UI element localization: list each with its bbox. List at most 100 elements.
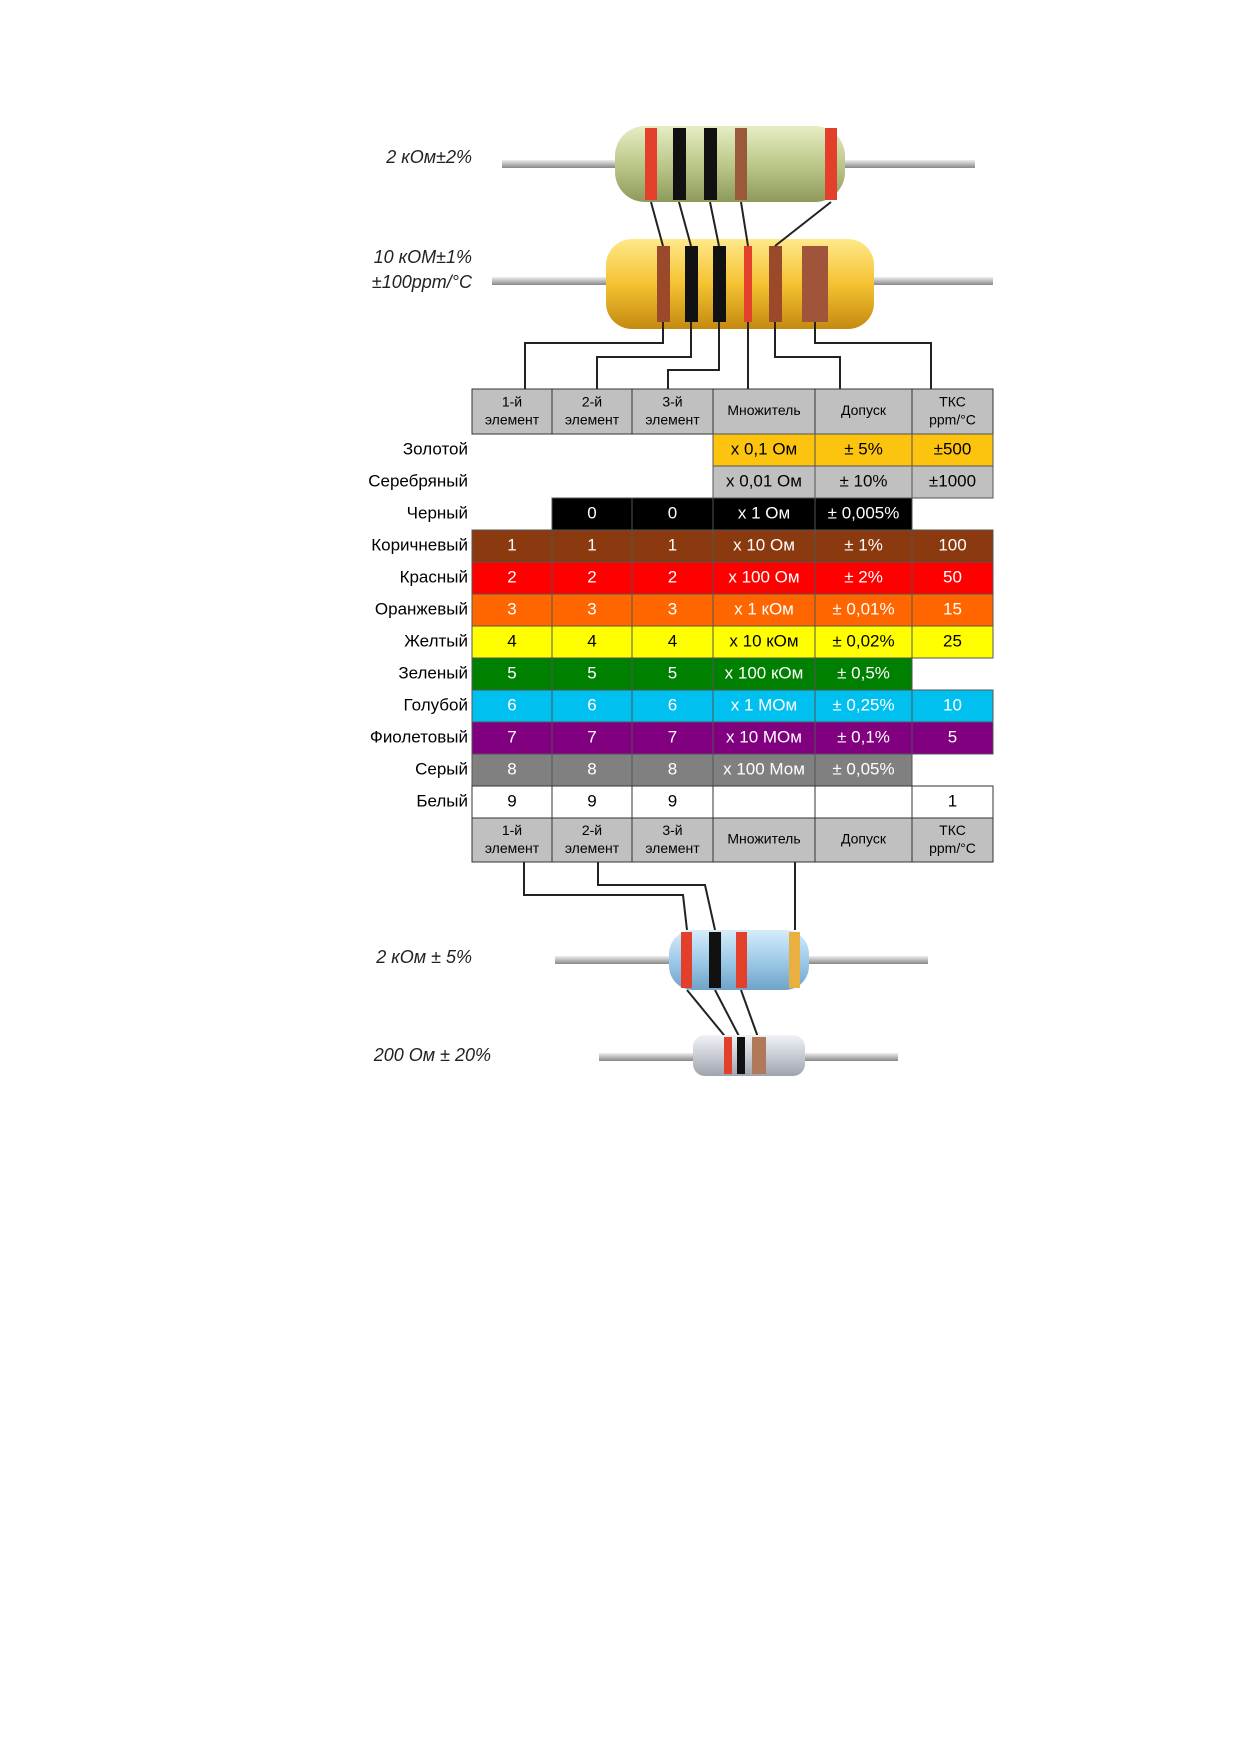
color-cell [911, 625, 994, 659]
header-text: Множитель [727, 402, 800, 418]
cell-text: 0 [587, 503, 596, 522]
cell-text: 3 [668, 599, 677, 618]
color-cell [814, 753, 913, 787]
color-cell [814, 465, 913, 499]
cell-text: 100 [938, 535, 966, 554]
cell-text: 5 [668, 663, 677, 682]
color-cell [814, 785, 913, 819]
header-text: 1-й элемент [485, 822, 540, 856]
color-cell [631, 721, 714, 755]
row-label: Оранжевый [375, 599, 468, 618]
header-text: 2-й элемент [565, 822, 620, 856]
color-cell [471, 785, 553, 819]
header-text: 3-й элемент [645, 822, 700, 856]
cell-text: 10 [943, 695, 962, 714]
color-cell [631, 785, 714, 819]
color-cell [712, 689, 816, 723]
color-cell [814, 561, 913, 595]
cell-text: ± 0,25% [832, 695, 894, 714]
header-text: Допуск [841, 402, 887, 418]
header-text: 1-й элемент [485, 393, 540, 427]
cell-text: ± 2% [844, 567, 883, 586]
cell-text: 15 [943, 599, 962, 618]
cell-text: 50 [943, 567, 962, 586]
header-cell [911, 388, 994, 435]
resistor-1 [502, 126, 975, 202]
connectors [523, 201, 932, 1041]
cell-text: x 10 МОм [726, 727, 802, 746]
color-cell [814, 689, 913, 723]
cell-text: 1 [587, 535, 596, 554]
header-text: Множитель [727, 831, 800, 847]
header-cell [814, 817, 913, 863]
header-text: Допуск [841, 831, 887, 847]
color-cell [712, 497, 816, 531]
color-cell [712, 721, 816, 755]
color-cell [471, 721, 553, 755]
cell-text: 5 [507, 663, 516, 682]
cell-text: 5 [587, 663, 596, 682]
cell-text: 4 [507, 631, 516, 650]
color-cell [814, 657, 913, 691]
cell-text: x 1 кОм [734, 599, 794, 618]
color-cell [712, 561, 816, 595]
color-table: 1-й элемент 2-й элемент 3-й элемент Множитель Д… [368, 388, 994, 863]
cell-text: 1 [507, 535, 516, 554]
header-cell [471, 388, 553, 435]
row-label: Золотой [403, 439, 468, 458]
color-cell [814, 497, 913, 531]
cell-text: 3 [507, 599, 516, 618]
color-cell [471, 753, 553, 787]
cell-text: ± 0,005% [828, 503, 900, 522]
color-cell [712, 529, 816, 563]
cell-text: 7 [507, 727, 516, 746]
cell-text: 2 [668, 567, 677, 586]
color-cell [551, 689, 633, 723]
color-cell [471, 657, 553, 691]
color-cell [631, 753, 714, 787]
cell-text: 0 [668, 503, 677, 522]
color-cell [712, 657, 816, 691]
header-text: 2-й элемент [565, 393, 620, 427]
cell-text: ± 10% [839, 471, 887, 490]
color-cell [712, 433, 816, 467]
resistor-label: 2 кОм ± 5% [375, 947, 472, 967]
cell-text: ± 0,1% [837, 727, 890, 746]
cell-text: ± 0,05% [832, 759, 894, 778]
cell-text: 9 [587, 791, 596, 810]
cell-text: 7 [587, 727, 596, 746]
row-label: Голубой [404, 695, 468, 714]
cell-text: 9 [668, 791, 677, 810]
cell-text: 6 [507, 695, 516, 714]
cell-text: 4 [587, 631, 596, 650]
row-label: Коричневый [371, 535, 468, 554]
cell-text: x 10 кОм [729, 631, 798, 650]
resistor-3 [555, 930, 928, 990]
color-cell [911, 561, 994, 595]
resistor-4 [599, 1035, 898, 1076]
cell-text: ±500 [934, 439, 972, 458]
cell-text: x 1 МОм [731, 695, 797, 714]
header-cell [814, 388, 913, 435]
resistor-label: 10 кОМ±1% [374, 247, 472, 267]
resistor-2 [492, 239, 993, 329]
cell-text: 6 [587, 695, 596, 714]
color-cell [911, 721, 994, 755]
row-label: Серебряный [368, 471, 468, 490]
color-cell [551, 561, 633, 595]
color-cell [712, 465, 816, 499]
cell-text: 25 [943, 631, 962, 650]
cell-text: x 100 Мом [723, 759, 805, 778]
color-cell [631, 529, 714, 563]
row-label: Желтый [404, 631, 468, 650]
color-cell [911, 433, 994, 467]
cell-text: x 100 кОм [725, 663, 804, 682]
cell-text: 8 [668, 759, 677, 778]
cell-text: 2 [507, 567, 516, 586]
color-cell [911, 465, 994, 499]
color-cell [814, 625, 913, 659]
cell-text: 1 [948, 791, 957, 810]
cell-text: x 0,1 Ом [731, 439, 798, 458]
color-cell [911, 529, 994, 563]
